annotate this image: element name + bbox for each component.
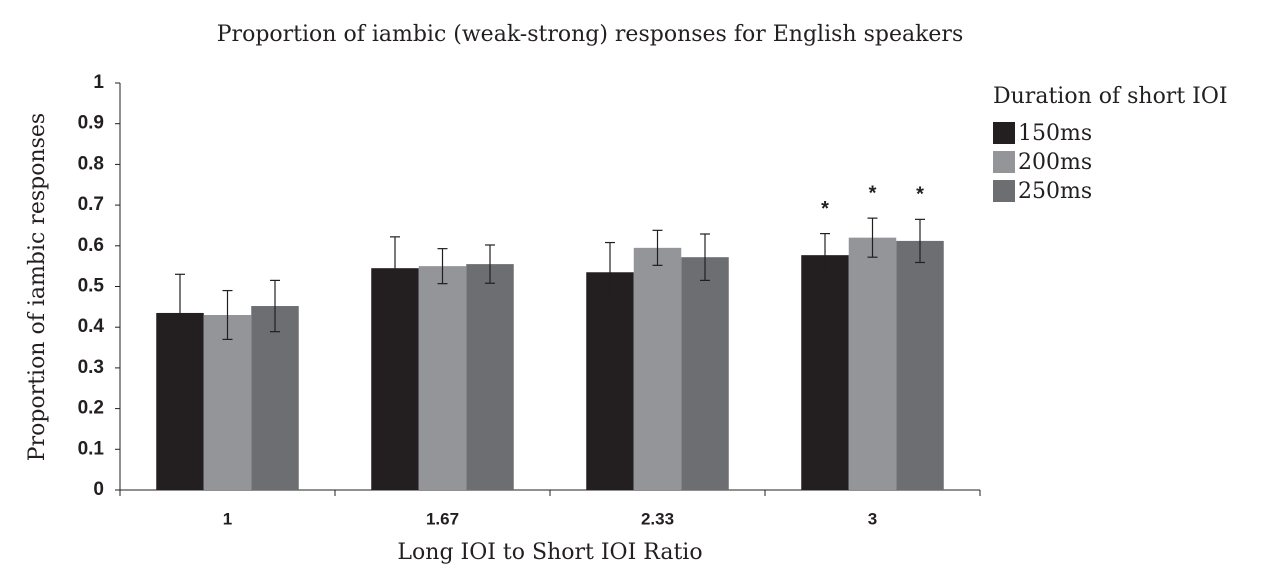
bar	[418, 266, 467, 490]
bar	[681, 257, 729, 490]
legend-label: 150ms	[1018, 121, 1092, 146]
y-tick-label: 0.1	[78, 438, 105, 459]
error-bar	[390, 236, 400, 301]
error-bar	[915, 218, 925, 264]
bar	[371, 268, 419, 490]
y-tick-label: 0.8	[78, 153, 104, 174]
error-bar	[485, 244, 495, 284]
bar	[801, 255, 849, 490]
legend-label: 200ms	[1018, 150, 1092, 175]
y-tick-label: 0.9	[78, 113, 104, 134]
significance-marker: *	[869, 182, 877, 204]
y-tick-label: 0	[93, 479, 104, 500]
y-tick-label: 0.6	[78, 235, 104, 256]
bar	[251, 306, 299, 490]
y-tick-label: 0.2	[78, 398, 104, 419]
y-tick-label: 0.4	[78, 316, 105, 337]
y-tick-label: 1	[93, 72, 104, 93]
x-tick-label: 1	[223, 509, 232, 528]
x-tick-label: 2.33	[641, 509, 674, 528]
bar	[203, 314, 252, 490]
error-bar	[222, 289, 233, 341]
error-bar	[820, 232, 830, 278]
bar	[586, 272, 634, 490]
legend-title: Duration of short IOI	[993, 84, 1228, 109]
error-bar	[867, 217, 878, 258]
legend-swatch	[993, 151, 1015, 173]
error-bar	[175, 273, 185, 353]
bar	[848, 237, 897, 490]
y-tick-label: 0.3	[78, 357, 104, 378]
error-bar	[270, 279, 280, 333]
significance-marker: *	[821, 198, 829, 220]
error-bar	[437, 248, 448, 285]
bar	[896, 240, 944, 490]
bar	[633, 247, 682, 490]
error-bar	[700, 233, 710, 281]
y-axis-title: Proportion of iambic responses	[25, 113, 50, 461]
error-bar	[605, 241, 615, 303]
y-tick-label: 0.7	[78, 194, 104, 215]
bar	[466, 264, 514, 490]
y-tick-label: 0.5	[78, 276, 105, 297]
legend-label: 250ms	[1018, 179, 1092, 204]
significance-marker: *	[916, 184, 924, 206]
chart-title: Proportion of iambic (weak-strong) respo…	[217, 22, 964, 47]
legend-swatch	[993, 180, 1015, 202]
x-axis-title: Long IOI to Short IOI Ratio	[397, 540, 702, 565]
legend-swatch	[993, 122, 1015, 144]
error-bar	[652, 229, 663, 266]
x-tick-label: 3	[868, 509, 877, 528]
x-tick-label: 1.67	[426, 509, 459, 528]
